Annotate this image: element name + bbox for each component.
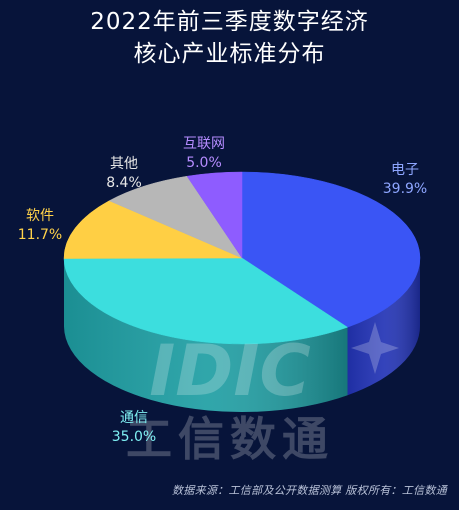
slice-其他-name: 其他 bbox=[110, 156, 138, 172]
footer-source: 数据来源：工信部及公开数据测算 版权所有：工信数通 bbox=[172, 484, 447, 497]
slice-通信-top bbox=[63, 257, 349, 345]
slice-通信-name: 通信 bbox=[120, 410, 148, 426]
pie-side-walls bbox=[64, 258, 420, 412]
watermark-logo: IDIC bbox=[149, 330, 311, 412]
slice-互联网-value: 5.0% bbox=[186, 155, 222, 171]
slice-软件-top bbox=[63, 200, 243, 259]
pie-labels: 电子 39.9% 通信 35.0% 软件 11.7% 其他 8.4% 互联网 5.0% bbox=[18, 136, 427, 445]
slice-其他-value: 8.4% bbox=[106, 175, 142, 191]
slice-电子-label: 电子 39.9% bbox=[383, 162, 427, 197]
sparkle-icon bbox=[351, 322, 399, 374]
chart-title-line2: 核心产业标准分布 bbox=[133, 41, 326, 67]
slice-电子-name: 电子 bbox=[391, 162, 419, 178]
pie-top-faces bbox=[63, 171, 421, 345]
slice-其他-label: 其他 8.4% bbox=[106, 156, 142, 191]
slice-电子-top bbox=[241, 171, 421, 328]
watermark: IDIC 工信数通 bbox=[126, 322, 399, 466]
slice-软件-label: 软件 11.7% bbox=[18, 208, 62, 243]
watermark-text: 工信数通 bbox=[126, 412, 334, 466]
slice-互联网-name: 互联网 bbox=[183, 136, 225, 152]
slice-电子-value: 39.9% bbox=[383, 181, 427, 197]
slice-电子-side-shade bbox=[347, 258, 420, 396]
slice-软件-name: 软件 bbox=[26, 208, 54, 224]
slice-软件-value: 11.7% bbox=[18, 227, 62, 243]
slice-互联网-label: 互联网 5.0% bbox=[183, 136, 225, 171]
slice-通信-label: 通信 35.0% bbox=[112, 410, 156, 445]
slice-通信-side-shade bbox=[64, 258, 348, 412]
slice-其他-top bbox=[108, 175, 243, 259]
slice-通信-value: 35.0% bbox=[112, 429, 156, 445]
slice-互联网-top bbox=[186, 171, 243, 259]
chart-title: 2022年前三季度数字经济 核心产业标准分布 bbox=[0, 6, 459, 70]
chart-title-line1: 2022年前三季度数字经济 bbox=[90, 9, 369, 35]
